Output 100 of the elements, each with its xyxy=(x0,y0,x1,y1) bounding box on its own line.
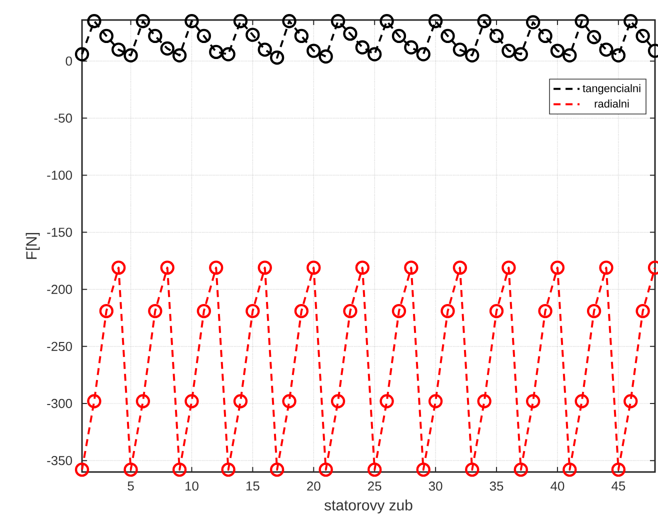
point xyxy=(380,14,394,28)
y-tick-label: -100 xyxy=(47,170,72,180)
point xyxy=(246,28,260,42)
point xyxy=(343,26,358,41)
point xyxy=(502,44,516,58)
point xyxy=(586,304,602,318)
point xyxy=(330,14,346,28)
point xyxy=(550,260,565,275)
point xyxy=(514,47,528,62)
point xyxy=(270,50,284,65)
x-tick-label: 10 xyxy=(186,482,198,491)
point xyxy=(74,462,90,477)
point xyxy=(318,49,333,64)
point xyxy=(87,394,102,408)
point xyxy=(99,28,114,44)
point xyxy=(368,462,382,477)
point xyxy=(368,47,382,62)
point xyxy=(355,260,370,275)
y-axis-title: F[N] xyxy=(26,232,40,259)
point xyxy=(465,48,480,62)
point xyxy=(416,47,430,62)
x-tick-label: 5 xyxy=(128,482,134,491)
x-tick-label: 25 xyxy=(368,482,382,491)
point xyxy=(355,40,370,54)
x-tick-label: 20 xyxy=(307,482,320,491)
point xyxy=(526,394,540,408)
point xyxy=(428,394,443,408)
legend-label: radialni xyxy=(594,100,629,108)
point xyxy=(514,462,528,477)
point xyxy=(624,394,638,408)
point xyxy=(343,304,358,318)
point xyxy=(489,304,504,318)
point xyxy=(87,14,102,28)
y-tick-label: -150 xyxy=(47,228,72,237)
point xyxy=(184,394,199,408)
point xyxy=(452,260,468,275)
point xyxy=(611,462,626,477)
point xyxy=(538,28,552,44)
x-tick-label: 15 xyxy=(246,482,260,491)
point xyxy=(440,28,455,44)
point xyxy=(562,48,577,62)
point xyxy=(124,462,138,477)
point xyxy=(221,462,236,477)
point xyxy=(526,15,540,30)
point xyxy=(636,304,650,318)
point xyxy=(160,41,174,56)
y-tick-label: -350 xyxy=(47,456,72,466)
point xyxy=(294,304,309,318)
point xyxy=(233,14,248,28)
point xyxy=(111,42,126,57)
point xyxy=(172,462,187,477)
point xyxy=(196,28,212,44)
point xyxy=(586,30,602,44)
x-tick-label: 30 xyxy=(428,482,442,491)
point xyxy=(184,14,199,28)
point xyxy=(246,304,260,318)
point xyxy=(380,394,394,408)
point xyxy=(599,260,614,275)
point xyxy=(306,44,321,58)
point xyxy=(74,47,90,62)
point xyxy=(392,304,406,318)
point xyxy=(404,260,418,275)
point xyxy=(233,394,248,408)
point xyxy=(550,44,565,58)
point xyxy=(599,42,614,57)
point xyxy=(404,40,418,54)
point xyxy=(196,304,212,318)
y-tick-label: 0 xyxy=(66,56,72,66)
y-tick-label: -50 xyxy=(54,114,72,123)
point xyxy=(611,48,626,62)
point xyxy=(502,260,516,275)
point xyxy=(392,28,406,44)
y-tick-label: -250 xyxy=(47,342,72,352)
point xyxy=(440,304,455,318)
point xyxy=(428,14,443,28)
point xyxy=(136,394,150,408)
x-tick-label: 35 xyxy=(490,482,504,491)
point xyxy=(624,14,638,28)
point xyxy=(209,44,224,60)
x-axis-title: statorovy zub xyxy=(324,500,412,514)
point xyxy=(99,304,114,318)
point xyxy=(574,14,589,28)
point xyxy=(136,14,150,28)
point xyxy=(330,394,346,408)
point xyxy=(270,462,284,477)
point xyxy=(160,260,174,275)
point xyxy=(489,28,504,44)
point xyxy=(258,260,272,275)
point xyxy=(636,28,650,44)
y-tick-label: -200 xyxy=(47,284,72,294)
point xyxy=(148,304,162,318)
point xyxy=(562,462,577,477)
point xyxy=(221,47,236,62)
x-tick-label: 45 xyxy=(612,482,626,491)
point xyxy=(258,42,272,57)
point xyxy=(538,304,552,318)
legend-label: tangencialni xyxy=(582,84,640,94)
point xyxy=(477,394,492,408)
point xyxy=(148,28,162,44)
point xyxy=(306,260,321,275)
